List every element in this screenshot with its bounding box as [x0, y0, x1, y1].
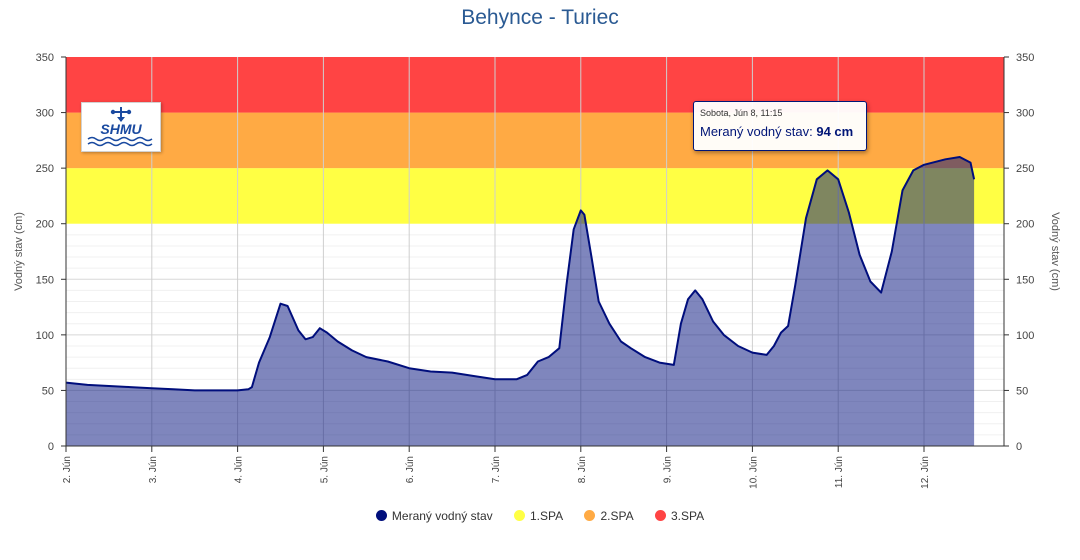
y-tick-label-right: 200: [1016, 219, 1034, 231]
chart-tooltip: Sobota, Jún 8, 11:15 Meraný vodný stav: …: [693, 101, 867, 151]
y-tick-label-right: 300: [1016, 108, 1034, 120]
y-tick-label-right: 50: [1016, 385, 1028, 397]
y-tick-label-left: 250: [36, 163, 54, 175]
legend-label: Meraný vodný stav: [391, 509, 493, 523]
threshold-band-1: [66, 168, 1004, 224]
legend-label: 3.SPA: [670, 509, 705, 523]
legend-item-spa1[interactable]: 1.SPA: [513, 509, 564, 523]
legend-item-spa2[interactable]: 2.SPA: [584, 509, 634, 523]
y-tick-label-left: 200: [36, 219, 54, 231]
legend-label: 1.SPA: [529, 509, 564, 523]
y-tick-label-left: 50: [42, 385, 54, 397]
y-axis-title-right: Vodný stav (cm): [1049, 212, 1061, 291]
y-tick-label-left: 100: [36, 330, 54, 342]
shmu-logo: SHMU: [81, 102, 161, 152]
y-tick-label-right: 350: [1016, 52, 1034, 64]
tooltip-series-label: Meraný vodný stav:: [700, 124, 813, 139]
shmu-logo-icon: SHMU: [87, 107, 153, 147]
svg-text:SHMU: SHMU: [100, 121, 142, 137]
y-tick-label-left: 150: [36, 274, 54, 286]
tooltip-value: 94 cm: [816, 124, 854, 139]
y-tick-label-right: 250: [1016, 163, 1034, 175]
x-tick-label: 2. Jún: [62, 456, 73, 483]
x-tick-label: 12. Jún: [920, 456, 931, 489]
x-tick-label: 11. Jún: [834, 456, 845, 488]
y-tick-label-right: 0: [1016, 441, 1022, 453]
y-tick-label-right: 100: [1016, 330, 1034, 342]
legend-marker: [375, 510, 387, 521]
legend-marker: [654, 510, 666, 521]
x-tick-label: 6. Jún: [405, 456, 416, 483]
x-tick-label: 9. Jún: [663, 456, 674, 483]
y-tick-label-left: 300: [36, 108, 54, 120]
x-tick-label: 8. Jún: [577, 456, 588, 483]
x-tick-label: 3. Jún: [148, 456, 159, 483]
legend-marker: [513, 510, 525, 521]
x-tick-label: 4. Jún: [234, 456, 245, 483]
y-tick-label-left: 0: [48, 441, 54, 453]
y-tick-label-right: 150: [1016, 274, 1034, 286]
x-tick-label: 10. Jún: [748, 456, 759, 489]
y-tick-label-left: 350: [36, 52, 54, 64]
tooltip-row: Meraný vodný stav: 94 cm: [700, 124, 860, 139]
chart-legend: Meraný vodný stav 1.SPA 2.SPA 3.SPA: [0, 509, 1080, 523]
legend-item-measured[interactable]: Meraný vodný stav: [375, 509, 493, 523]
legend-label: 2.SPA: [600, 509, 634, 523]
tooltip-date: Sobota, Jún 8, 11:15: [700, 108, 783, 118]
legend-marker: [584, 510, 596, 521]
legend-item-spa3[interactable]: 3.SPA: [654, 509, 705, 523]
series-line: [65, 156, 976, 392]
y-axis-title-left: Vodný stav (cm): [13, 212, 25, 291]
x-tick-label: 7. Jún: [491, 456, 502, 483]
x-tick-label: 5. Jún: [319, 456, 330, 483]
chart-title: Behynce - Turiec: [461, 6, 619, 29]
series-area: [66, 157, 975, 446]
